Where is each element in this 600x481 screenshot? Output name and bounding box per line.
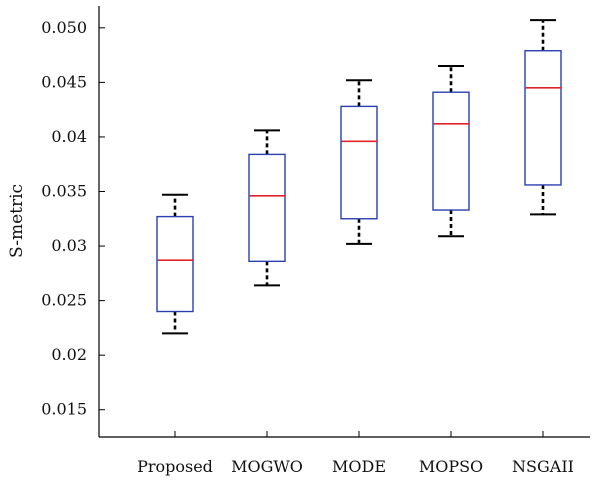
x-tick-label: Proposed [137, 457, 213, 476]
y-tick-label: 0.03 [51, 236, 87, 255]
x-tick-label: MOPSO [419, 457, 483, 476]
box-nsgaii [524, 19, 562, 216]
y-tick-label: 0.015 [41, 400, 87, 419]
x-tick-label: NSGAII [512, 457, 574, 476]
box-proposed [156, 193, 194, 335]
y-tick-label: 0.025 [41, 291, 87, 310]
y-tick-label: 0.02 [51, 345, 87, 364]
iqr-box [432, 91, 470, 211]
y-tick-label: 0.045 [41, 72, 87, 91]
y-axis-title: S-metric [7, 184, 27, 258]
iqr-box [340, 105, 378, 220]
y-tick-label: 0.050 [41, 18, 87, 37]
box-mode [340, 79, 378, 245]
iqr-box [524, 50, 562, 186]
iqr-box [248, 153, 286, 263]
x-tick-label: MODE [332, 457, 386, 476]
x-tick-label: MOGWO [231, 457, 303, 476]
box-mogwo [248, 129, 286, 287]
y-tick-label: 0.035 [41, 181, 87, 200]
iqr-box [156, 215, 194, 313]
x-ticks: Proposed MOGWO MODE MOPSO NSGAII [137, 431, 574, 476]
y-tick-label: 0.04 [51, 127, 87, 146]
boxes [156, 19, 562, 335]
axes [98, 6, 590, 438]
y-ticks: 0.015 0.02 0.025 0.03 0.035 0.04 0.045 0.050 [41, 18, 105, 419]
box-mopso [432, 65, 470, 238]
